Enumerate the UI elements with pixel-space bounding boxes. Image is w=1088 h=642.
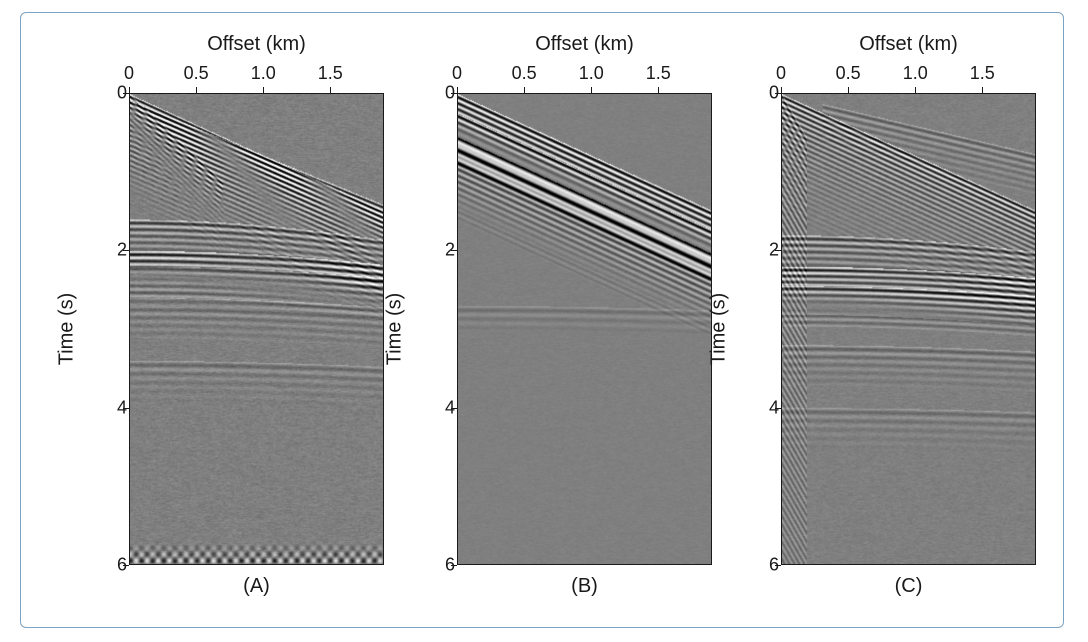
y-axis-title: Time (s) bbox=[708, 293, 731, 366]
seismic-gather-canvas bbox=[782, 94, 1035, 564]
y-tick-mark bbox=[775, 565, 781, 566]
figure-border: Offset (km)Time (s)00.51.01.50246(A)Offs… bbox=[20, 12, 1064, 628]
x-tick-label: 1.0 bbox=[903, 63, 928, 84]
x-tick-label: 1.5 bbox=[970, 63, 995, 84]
figure: Offset (km)Time (s)00.51.01.50246(A)Offs… bbox=[21, 13, 1063, 627]
seismic-gather-plot bbox=[781, 93, 1036, 565]
panel-label: (C) bbox=[895, 575, 923, 598]
x-tick-label: 0 bbox=[776, 63, 786, 84]
x-axis-title: Offset (km) bbox=[859, 33, 958, 56]
x-tick-label: 0.5 bbox=[836, 63, 861, 84]
panel-C: Offset (km)Time (s)00.51.01.50246(C) bbox=[21, 13, 1063, 627]
